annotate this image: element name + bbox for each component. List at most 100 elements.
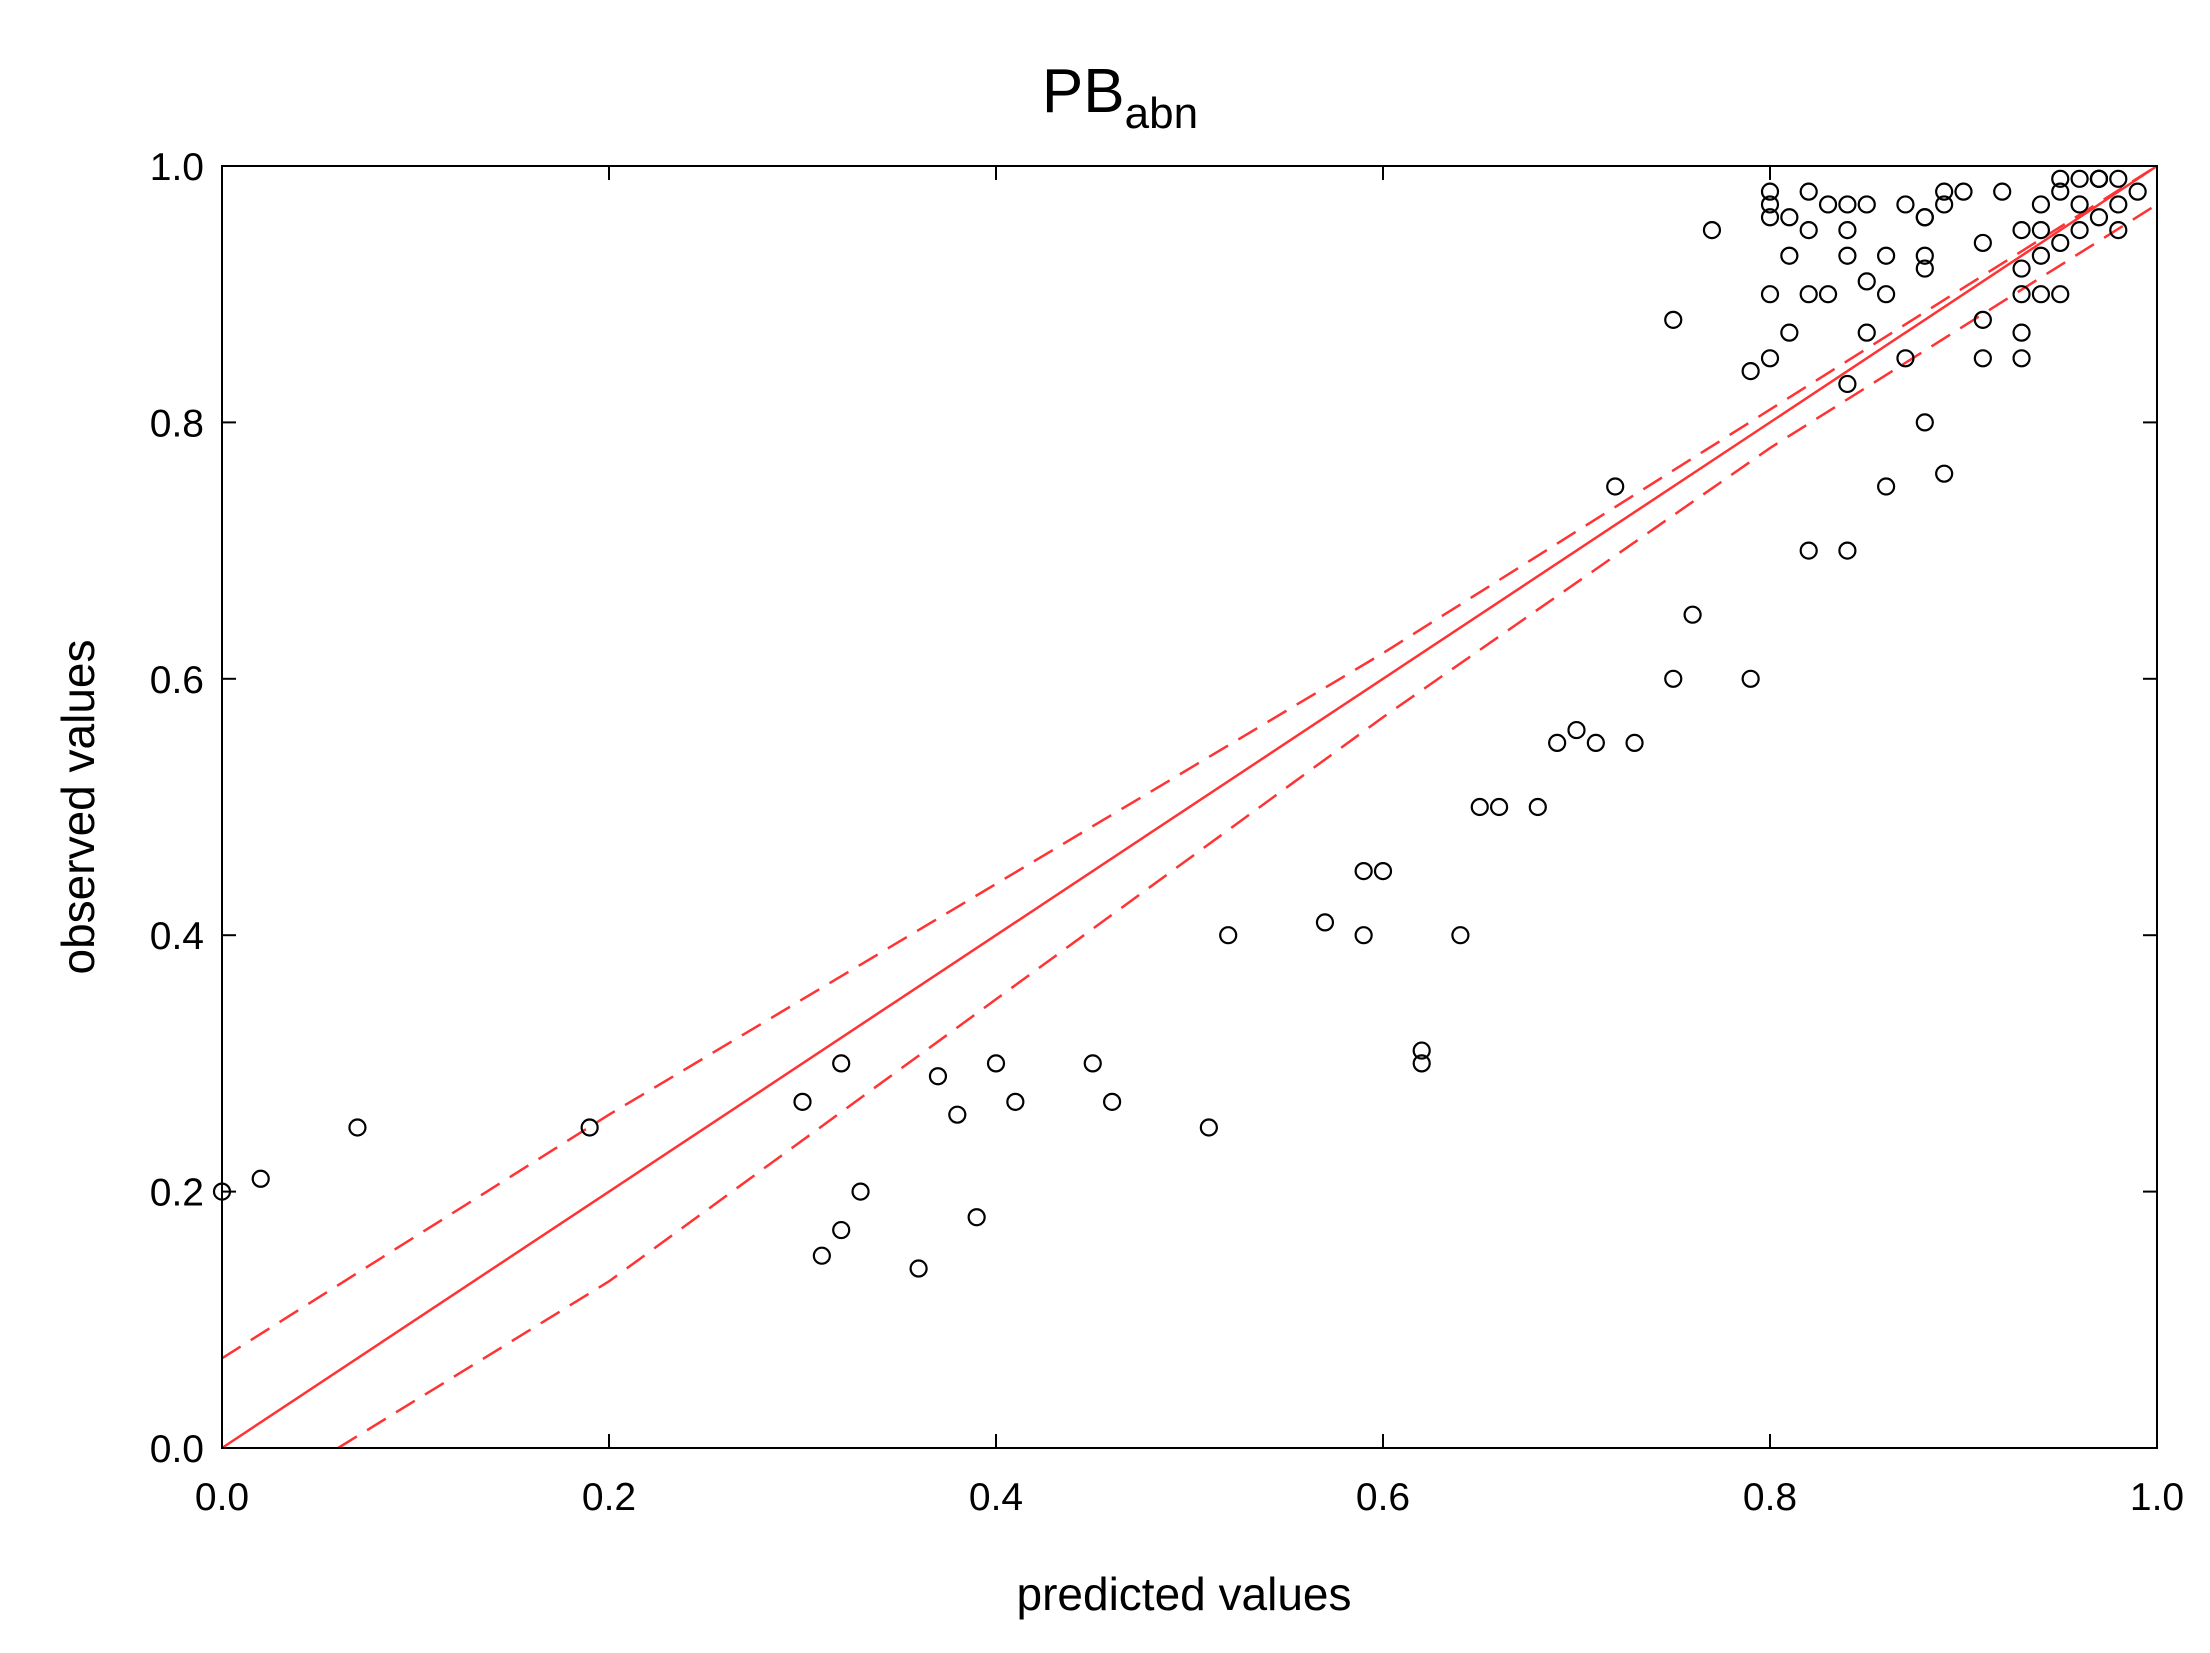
data-point bbox=[1876, 246, 1896, 265]
data-point bbox=[909, 1259, 928, 1278]
x-tick-label: 1.0 bbox=[2130, 1476, 2184, 1519]
data-point bbox=[1915, 413, 1934, 432]
data-point bbox=[1876, 477, 1896, 496]
data-point bbox=[1915, 259, 1934, 278]
data-point bbox=[1606, 477, 1625, 496]
data-point bbox=[1973, 233, 1992, 253]
data-point bbox=[1896, 195, 1915, 214]
data-point bbox=[1799, 285, 1818, 304]
data-point bbox=[1857, 272, 1876, 291]
chart-title-subscript: abn bbox=[1125, 89, 1198, 138]
data-point bbox=[1664, 310, 1683, 329]
data-point bbox=[2109, 221, 2128, 240]
data-point bbox=[1780, 208, 1799, 227]
data-point bbox=[1760, 208, 1780, 227]
data-point bbox=[1818, 285, 1838, 304]
data-point bbox=[1625, 733, 1644, 753]
data-point bbox=[1489, 797, 1509, 817]
y-axis-label: observed values bbox=[52, 640, 104, 975]
data-point bbox=[2051, 285, 2070, 304]
data-point bbox=[2089, 208, 2109, 227]
data-point bbox=[986, 1054, 1006, 1073]
fit-line-group bbox=[221, 164, 2158, 1450]
data-point bbox=[1760, 285, 1780, 304]
fit-line bbox=[221, 164, 2158, 1450]
data-point bbox=[832, 1054, 851, 1073]
plot-area-frame bbox=[221, 165, 2158, 1449]
data-point bbox=[2051, 169, 2070, 188]
data-point bbox=[1412, 1041, 1431, 1060]
data-point bbox=[1935, 195, 1954, 214]
y-tick-label: 0.8 bbox=[150, 402, 204, 445]
chart-title-main: PB bbox=[1042, 57, 1125, 126]
data-point bbox=[2031, 285, 2051, 304]
data-point bbox=[1102, 1092, 1122, 1111]
data-point bbox=[1799, 221, 1818, 240]
data-point bbox=[2012, 221, 2031, 240]
data-point bbox=[1838, 246, 1857, 265]
data-point bbox=[1993, 182, 2012, 201]
data-point bbox=[1915, 246, 1934, 265]
data-point bbox=[1838, 541, 1857, 560]
chart-title: PBabn bbox=[1042, 57, 1198, 138]
y-tick-label: 0.6 bbox=[150, 659, 204, 702]
data-point bbox=[2089, 169, 2109, 188]
data-point bbox=[1954, 182, 1973, 201]
data-point bbox=[2012, 323, 2031, 342]
data-point bbox=[1838, 195, 1857, 214]
data-point bbox=[1412, 1054, 1431, 1073]
y-tick-label: 0.2 bbox=[150, 1172, 204, 1215]
data-point bbox=[1548, 733, 1567, 753]
data-point bbox=[1935, 464, 1954, 483]
data-point bbox=[1857, 195, 1876, 214]
data-point bbox=[2109, 195, 2128, 214]
data-point bbox=[1915, 208, 1934, 227]
data-point bbox=[580, 1118, 599, 1137]
data-point bbox=[1567, 720, 1586, 740]
y-axis-ticks: 0.0 0.2 0.4 0.6 0.8 1.0 bbox=[150, 146, 2157, 1471]
data-point bbox=[1083, 1054, 1102, 1073]
data-point bbox=[1664, 669, 1683, 688]
data-point bbox=[1760, 195, 1780, 214]
data-point bbox=[1470, 797, 1489, 817]
data-point bbox=[812, 1246, 831, 1265]
data-point bbox=[1935, 182, 1954, 201]
data-point bbox=[1451, 926, 1470, 945]
data-point bbox=[2070, 169, 2089, 188]
data-point bbox=[1973, 310, 1992, 329]
data-point bbox=[2012, 349, 2031, 368]
data-point bbox=[793, 1092, 812, 1111]
data-point bbox=[348, 1118, 367, 1137]
y-tick-label: 0.0 bbox=[150, 1428, 204, 1471]
data-point bbox=[928, 1067, 948, 1086]
x-axis-label: predicted values bbox=[1017, 1568, 1352, 1620]
data-point bbox=[1741, 669, 1760, 688]
x-tick-label: 0.2 bbox=[582, 1476, 636, 1519]
data-point bbox=[2012, 285, 2031, 304]
data-point bbox=[1799, 541, 1818, 560]
y-tick-label: 0.4 bbox=[150, 915, 204, 958]
data-point bbox=[1838, 221, 1857, 240]
data-point bbox=[1973, 349, 1992, 368]
data-point bbox=[1006, 1092, 1025, 1111]
data-point bbox=[2128, 182, 2147, 201]
data-point bbox=[1354, 861, 1373, 881]
data-point bbox=[1528, 797, 1547, 817]
data-point bbox=[851, 1182, 870, 1201]
data-point bbox=[1586, 733, 1605, 753]
data-point bbox=[1683, 605, 1702, 624]
x-axis-ticks: 0.0 0.2 0.4 0.6 0.8 1.0 bbox=[195, 166, 2184, 1519]
data-point bbox=[832, 1220, 851, 1240]
confidence-band-lower bbox=[337, 203, 2158, 1450]
data-point bbox=[967, 1208, 986, 1227]
data-point bbox=[1780, 323, 1799, 342]
data-point bbox=[2031, 195, 2051, 214]
data-point bbox=[948, 1105, 967, 1124]
data-point bbox=[1780, 246, 1799, 265]
data-point bbox=[1799, 182, 1818, 201]
data-point bbox=[2012, 259, 2031, 278]
data-point bbox=[1876, 285, 1896, 304]
data-points-group bbox=[212, 169, 2147, 1278]
